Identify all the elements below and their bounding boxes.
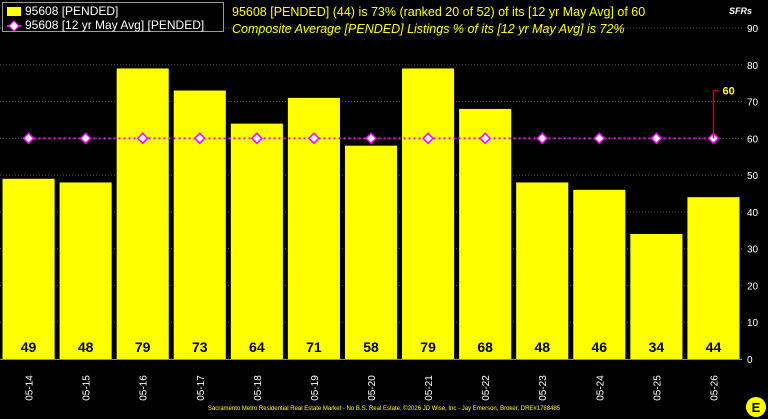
data-label: 46 — [592, 339, 608, 355]
average-point — [22, 132, 35, 145]
data-label: 48 — [78, 339, 94, 355]
average-point — [250, 132, 263, 145]
data-label: 79 — [420, 339, 436, 355]
average-point — [193, 132, 206, 145]
data-label: 34 — [649, 339, 665, 355]
units-label: SFRs — [728, 6, 752, 16]
x-tick-label: 05-24 — [595, 375, 606, 401]
x-tick-label: 05-18 — [253, 375, 264, 401]
data-label: 58 — [363, 339, 379, 355]
x-tick-label: 05-17 — [196, 375, 207, 401]
legend-line-swatch — [7, 21, 21, 30]
bar — [516, 182, 569, 359]
bar — [230, 123, 283, 359]
bar — [687, 197, 740, 359]
average-point — [479, 132, 492, 145]
x-tick-label: 05-14 — [25, 375, 36, 401]
bar — [116, 68, 169, 359]
data-label: 68 — [477, 339, 493, 355]
bars — [2, 68, 740, 360]
y-tick-label: 20 — [747, 281, 759, 292]
data-label: 79 — [135, 339, 151, 355]
average-point — [422, 132, 435, 145]
y-tick-label: 60 — [747, 134, 759, 145]
y-tick-label: 0 — [747, 355, 753, 366]
x-tick-label: 05-19 — [310, 375, 321, 401]
bar — [344, 145, 398, 359]
average-point — [536, 132, 549, 145]
headline: 95608 [PENDED] (44) is 73% (ranked 20 of… — [232, 5, 646, 19]
x-tick-label: 05-23 — [538, 375, 549, 401]
callout-label: 60 — [722, 86, 734, 98]
x-tick-label: 05-21 — [424, 375, 435, 401]
y-tick-label: 40 — [747, 208, 759, 219]
data-label: 64 — [249, 339, 265, 355]
data-label: 73 — [192, 339, 208, 355]
brand-logo: E — [746, 397, 766, 417]
x-tick-label: 05-22 — [481, 375, 492, 401]
x-tick-label: 05-25 — [652, 375, 663, 401]
average-point — [593, 132, 606, 145]
y-tick-label: 80 — [747, 61, 759, 72]
legend-bar-swatch — [7, 6, 21, 16]
data-labels: 49 48 79 73 64 71 58 79 68 48 46 34 44 — [21, 339, 722, 355]
legend-line-label: 95608 [12 yr May Avg] [PENDED] — [25, 18, 205, 32]
bar — [459, 108, 512, 360]
legend: 95608 [PENDED] 95608 [12 yr May Avg] [PE… — [2, 2, 224, 32]
average-point — [650, 132, 663, 145]
bar — [402, 68, 455, 359]
bar — [573, 189, 626, 359]
y-tick-label: 10 — [747, 318, 759, 329]
data-label: 71 — [306, 339, 322, 355]
average-point — [364, 132, 378, 145]
data-label: 48 — [534, 339, 550, 355]
x-tick-label: 05-15 — [82, 375, 93, 401]
average-point — [136, 132, 149, 145]
x-tick-label: 05-20 — [367, 375, 378, 401]
y-tick-label: 50 — [747, 171, 759, 182]
footer-credit: Sacramento Metro Residential Real Estate… — [207, 406, 561, 412]
legend-bar-label: 95608 [PENDED] — [25, 4, 119, 18]
bar — [2, 178, 55, 359]
y-tick-label: 30 — [747, 245, 759, 256]
average-line: 60 — [22, 86, 735, 145]
data-label: 44 — [706, 339, 722, 355]
legend-entry-bars: 95608 [PENDED] — [7, 4, 219, 18]
x-tick-label: 05-26 — [709, 375, 720, 401]
average-point — [307, 132, 320, 145]
data-label: 49 — [21, 339, 37, 355]
y-tick-label: 70 — [747, 98, 759, 109]
axes: 0 10 20 30 40 50 60 70 80 90 05-14 05-15 05-16 05-17 0… — [0, 24, 759, 401]
bar — [173, 90, 226, 360]
average-point — [79, 132, 92, 145]
y-tick-label: 90 — [747, 24, 759, 35]
x-tick-label: 05-16 — [139, 375, 150, 401]
bar — [630, 233, 683, 359]
subheadline: Composite Average [PENDED] Listings % of… — [232, 22, 625, 36]
bar — [59, 182, 112, 359]
legend-entry-average: 95608 [12 yr May Avg] [PENDED] — [7, 18, 219, 32]
